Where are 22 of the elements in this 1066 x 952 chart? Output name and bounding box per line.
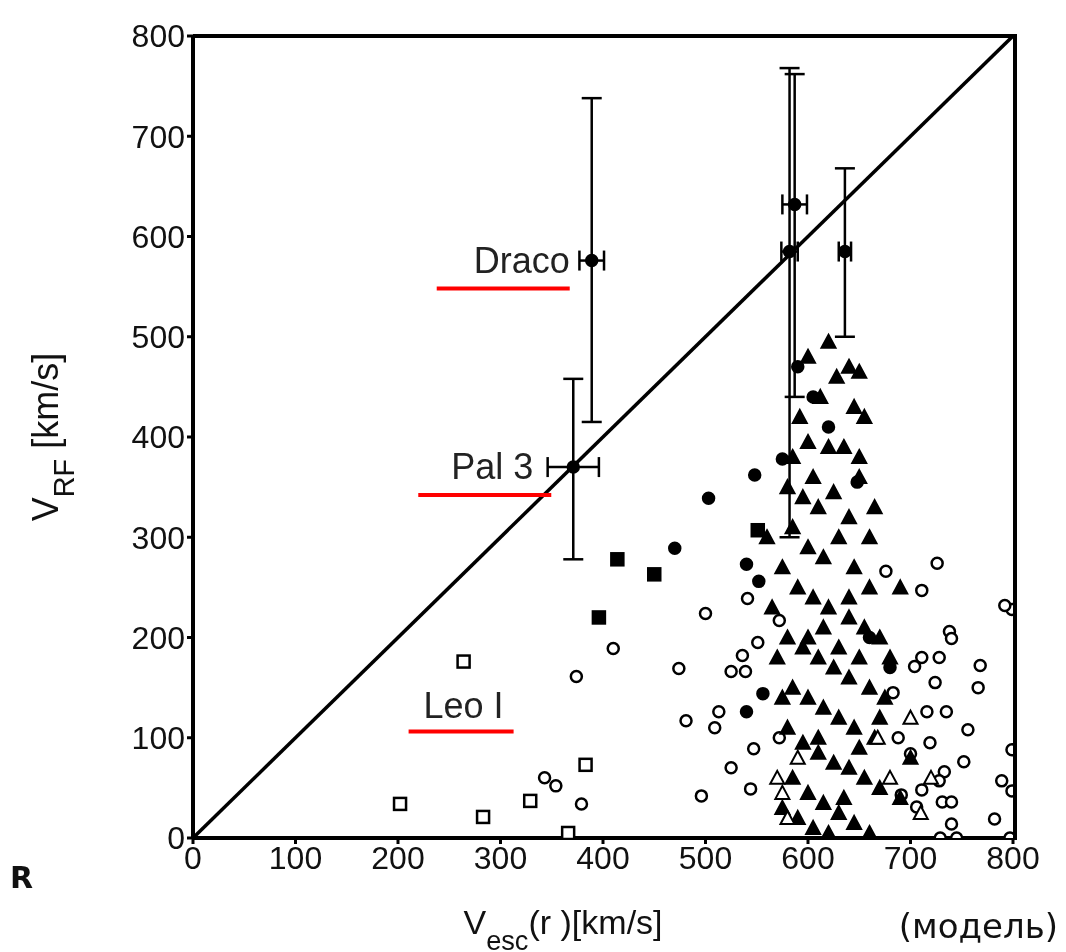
y-tick-label: 800 xyxy=(131,18,185,55)
annotation: Leo I xyxy=(423,684,504,726)
y-tick-label: 500 xyxy=(131,319,185,356)
text: (модель) xyxy=(898,906,1058,946)
annotation: Draco xyxy=(473,239,570,281)
y-tick-label: 600 xyxy=(131,218,185,255)
x-tick-label: 300 xyxy=(473,839,528,876)
y-tick-label: 700 xyxy=(131,118,185,155)
x-tick-label: 400 xyxy=(576,839,630,876)
x-tick-label: 800 xyxy=(986,839,1040,876)
x-tick-label: 200 xyxy=(371,839,425,876)
x-axis-title: V$_{esc}$(r )[km/s] xyxy=(463,903,663,952)
x-tick-label: 700 xyxy=(883,839,938,876)
text: R xyxy=(10,860,34,895)
x-tick-label: 600 xyxy=(781,839,835,876)
y-tick-label: 400 xyxy=(131,419,185,456)
y-tick-label: 300 xyxy=(131,519,185,556)
y-tick-label: 100 xyxy=(131,720,185,757)
annotation: Pal 3 xyxy=(451,446,534,488)
x-tick-label: 500 xyxy=(678,839,733,876)
x-tick-label: 100 xyxy=(268,839,323,876)
y-tick-label: 200 xyxy=(131,619,185,656)
